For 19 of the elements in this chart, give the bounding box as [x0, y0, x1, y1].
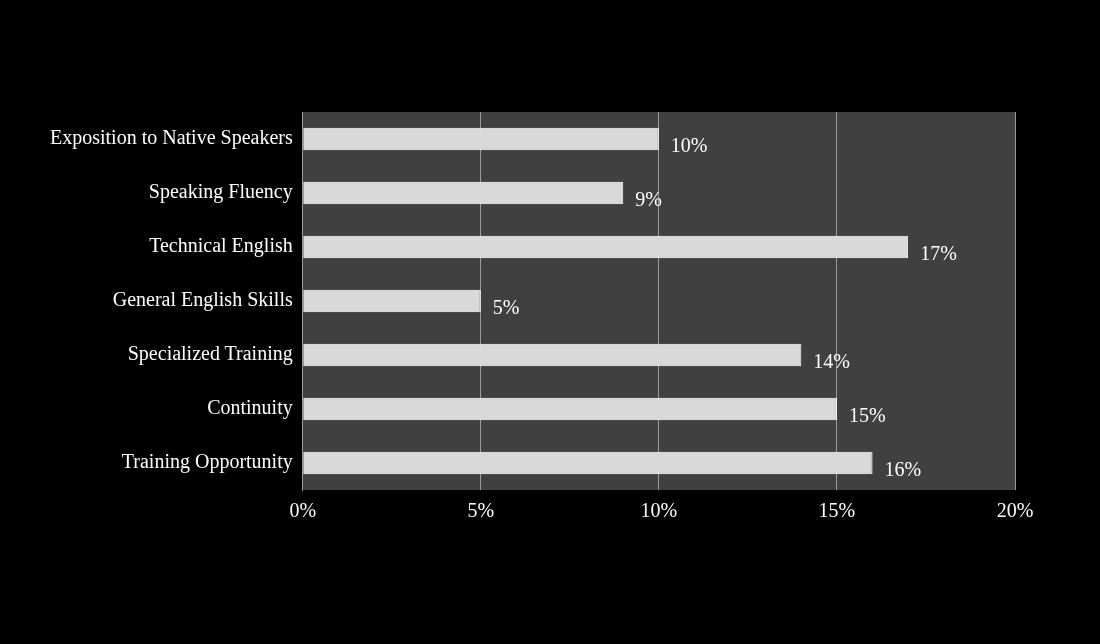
y-tick-label: Exposition to Native Speakers	[50, 126, 293, 150]
y-tick-label: Continuity	[207, 396, 293, 420]
data-label: 9%	[635, 188, 662, 211]
x-tick-label: 20%	[996, 499, 1034, 522]
data-label: 15%	[848, 404, 886, 427]
y-tick-label: Technical English	[149, 234, 293, 258]
x-tick-label: 0%	[289, 499, 317, 522]
x-tick-label: 15%	[818, 499, 856, 522]
x-tick-label: 5%	[467, 499, 495, 522]
y-tick-label: Training Opportunity	[121, 450, 293, 474]
data-label: 10%	[670, 134, 708, 157]
data-label: 17%	[920, 242, 957, 265]
data-label: 16%	[884, 458, 922, 481]
y-tick-label: Speaking Fluency	[148, 180, 293, 204]
x-tick-label: 10%	[640, 499, 678, 522]
data-label: 5%	[492, 296, 520, 319]
y-tick-label: Specialized Training	[127, 342, 293, 366]
y-tick-label: General English Skills	[112, 288, 293, 312]
data-label: 14%	[813, 350, 850, 373]
